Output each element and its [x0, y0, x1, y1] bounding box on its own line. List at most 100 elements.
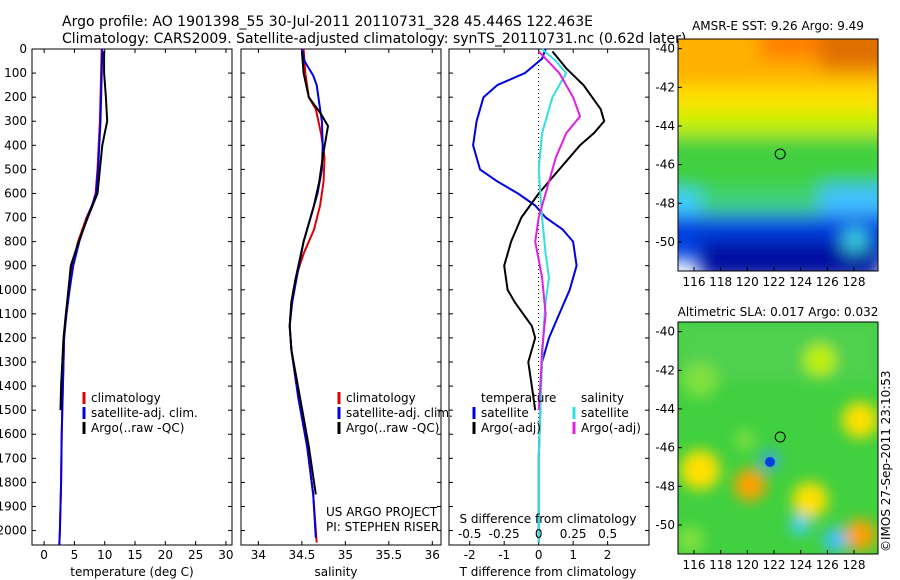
legend-title-temperature: temperature	[481, 391, 556, 405]
legend-label-argo: Argo(..raw -QC)	[91, 421, 184, 435]
header-line-1: Argo profile: AO 1901398_55 30-Jul-2011 …	[62, 14, 593, 30]
map-y-tick-label: -44	[655, 402, 675, 416]
project-line-1: US ARGO PROJECT	[326, 505, 438, 519]
legend-label-climatology: climatology	[346, 391, 416, 405]
x-tick-label: 36	[425, 548, 440, 562]
depth-tick-label: 900	[4, 259, 27, 273]
series-line-s_argo	[534, 50, 581, 411]
map-x-tick-label: 122	[763, 558, 786, 572]
depth-tick-label: 1800	[0, 475, 27, 489]
x-tick-label: 10	[97, 548, 112, 562]
map-y-tick-label: -42	[655, 80, 675, 94]
argo-position-marker	[774, 431, 786, 443]
s-tick-label: 0.25	[560, 527, 587, 541]
credit-text: ©IMOS 27-Sep-2011 23:10:53	[879, 370, 893, 552]
depth-tick-label: 1200	[0, 331, 27, 345]
legend-label-argo: Argo(..raw -QC)	[346, 421, 439, 435]
map-y-tick-label: -48	[655, 479, 675, 493]
depth-tick-label: 1300	[0, 355, 27, 369]
depth-tick-label: 1400	[0, 379, 27, 393]
map-y-tick-label: -46	[655, 441, 675, 455]
salinity-legend: climatology satellite-adj. clim. Argo(..…	[337, 391, 453, 435]
map-x-tick-label: 124	[789, 275, 812, 289]
depth-tick-label: 0	[19, 42, 27, 56]
temperature-legend: climatology satellite-adj. clim. Argo(..…	[82, 391, 198, 435]
depth-tick-label: 800	[4, 235, 27, 249]
sst-map-ticks: 116 118 120 122 124 126 128 -40 -42 -44 -46 -48 -50	[655, 42, 865, 289]
legend-label-t-satellite: satellite	[481, 406, 529, 420]
legend-label-climatology: climatology	[91, 391, 161, 405]
x-tick-label: 1	[569, 548, 577, 562]
depth-tick-label: 700	[4, 211, 27, 225]
depth-tick-label: 1700	[0, 451, 27, 465]
x-tick-label: 35	[338, 548, 353, 562]
difference-plot: -2 -1 0 1 2 -0.5 -0.25 0 0.25 0.5	[449, 48, 649, 562]
map-x-tick-label: 122	[763, 275, 786, 289]
depth-tick-label: 100	[4, 66, 27, 80]
temperature-plot: 0 5 10 15 20 25 30	[32, 48, 234, 562]
x-tick-label: 34	[251, 548, 266, 562]
temperature-axes	[31, 48, 233, 546]
map-x-tick-label: 126	[816, 558, 839, 572]
depth-tick-label: 1100	[0, 307, 27, 321]
map-x-tick-label: 128	[843, 275, 866, 289]
difference-s-xlabel: S difference from climatology	[460, 512, 637, 526]
legend-label-s-argo: Argo(-adj)	[581, 421, 641, 435]
x-tick-label: -2	[464, 548, 476, 562]
x-tick-label: 30	[218, 548, 233, 562]
x-tick-label: 15	[127, 548, 142, 562]
map-x-tick-label: 118	[709, 558, 732, 572]
depth-tick-label: 2000	[0, 524, 27, 538]
map-x-tick-label: 116	[683, 558, 706, 572]
salinity-axes	[240, 48, 442, 546]
map-x-tick-label: 128	[843, 558, 866, 572]
map-x-tick-label: 120	[736, 558, 759, 572]
s-tick-label: 0	[535, 527, 543, 541]
series-line-s_satellite	[537, 48, 568, 543]
map-x-tick-label: 120	[736, 275, 759, 289]
map-x-tick-label: 126	[816, 275, 839, 289]
depth-tick-label: 200	[4, 90, 27, 104]
x-tick-label: -1	[498, 548, 510, 562]
sla-map-title: Altimetric SLA: 0.017 Argo: 0.032	[678, 305, 879, 319]
legend-label-satellite: satellite-adj. clim.	[346, 406, 453, 420]
x-tick-label: 34.5	[289, 548, 316, 562]
map-y-tick-label: -40	[655, 325, 675, 339]
depth-tick-label: 1500	[0, 403, 27, 417]
legend-label-t-argo: Argo(-adj)	[481, 421, 541, 435]
depth-tick-label: 400	[4, 138, 27, 152]
sst-map-field	[678, 39, 878, 271]
x-tick-label: 0	[535, 548, 543, 562]
map-y-tick-label: -46	[655, 158, 675, 172]
map-y-tick-label: -50	[655, 518, 675, 532]
x-tick-label: 35.5	[375, 548, 402, 562]
depth-tick-label: 1900	[0, 499, 27, 513]
map-y-tick-label: -50	[655, 235, 675, 249]
depth-tick-label: 1000	[0, 283, 27, 297]
legend-label-satellite: satellite-adj. clim.	[91, 406, 198, 420]
legend-label-s-satellite: satellite	[581, 406, 629, 420]
sst-map-axes	[677, 38, 879, 272]
difference-legend: temperature satellite Argo(-adj) salinit…	[472, 391, 641, 435]
series-line-argo	[288, 51, 329, 495]
s-tick-label: 0.5	[598, 527, 617, 541]
difference-t-xlabel: T difference from climatology	[459, 565, 637, 579]
x-tick-label: 5	[71, 548, 79, 562]
salinity-xlabel: salinity	[314, 565, 357, 579]
series-line-t_argo	[503, 50, 606, 411]
x-tick-label: 20	[158, 548, 173, 562]
sst-map-title: AMSR-E SST: 9.26 Argo: 9.49	[692, 19, 864, 33]
map-y-tick-label: -48	[655, 196, 675, 210]
salinity-plot: 34 34.5 35 35.5 36	[241, 48, 441, 562]
x-tick-label: 0	[40, 548, 48, 562]
map-y-tick-label: -40	[655, 42, 675, 56]
depth-tick-labels: 0 100 200 300 400 500 600 700 800 900 1000 1100 1200…	[0, 42, 27, 538]
depth-tick-label: 300	[4, 114, 27, 128]
s-tick-label: -0.5	[458, 527, 481, 541]
map-x-tick-label: 118	[709, 275, 732, 289]
s-tick-label: -0.25	[489, 527, 520, 541]
depth-tick-label: 600	[4, 186, 27, 200]
sla-map-axes	[677, 321, 879, 555]
header-line-2: Climatology: CARS2009. Satellite-adjuste…	[62, 31, 686, 47]
